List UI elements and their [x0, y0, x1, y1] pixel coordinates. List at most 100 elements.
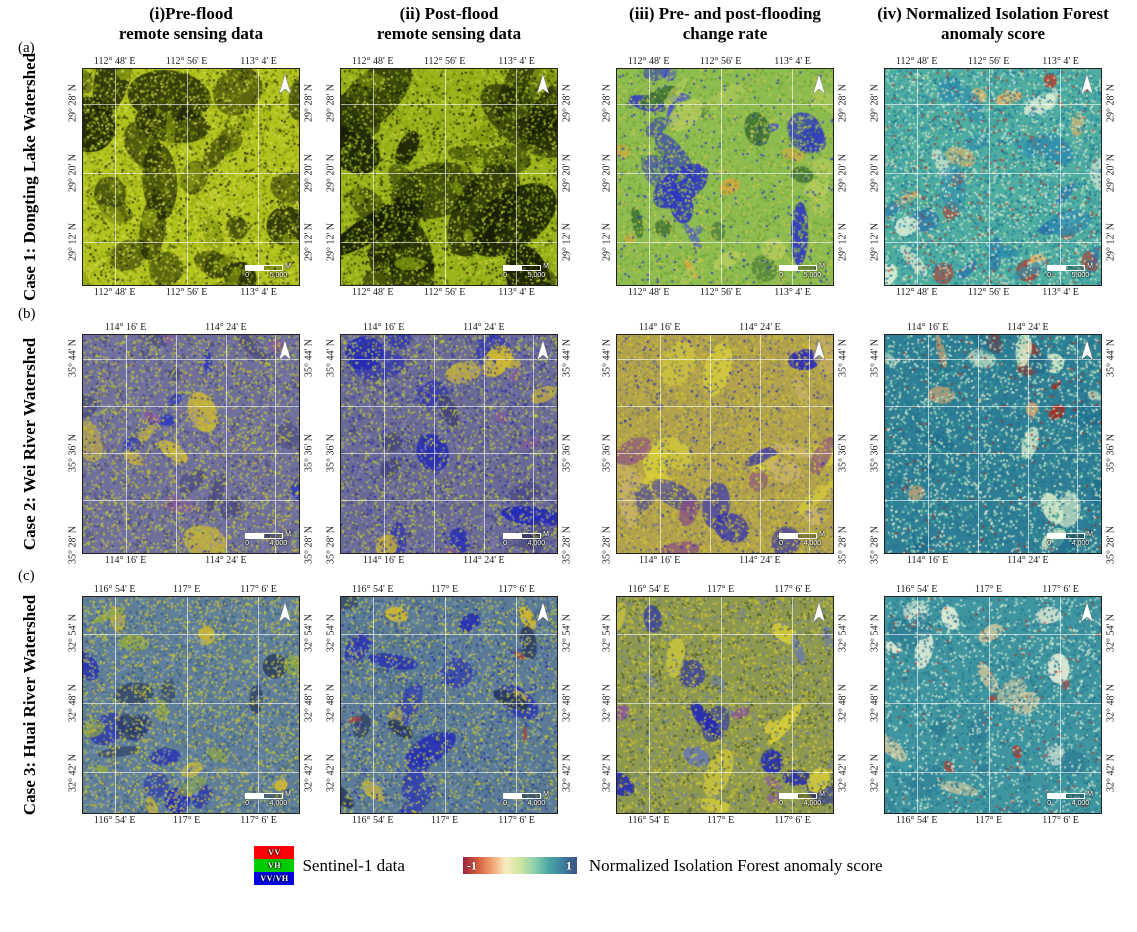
- figure: (i)Pre-flood remote sensing data (ii) Po…: [0, 4, 1137, 886]
- longitude-axis: 116° 54' E 117° E 117° 6' E: [884, 814, 1102, 830]
- panel-middle: 32° 54' N 32° 48' N 32° 42' N M 0 4,000 32° 54…: [64, 596, 318, 815]
- latitude-label: 32° 42' N: [561, 753, 573, 792]
- graticule-line: [791, 597, 793, 814]
- scale-bar-values: 0 5,000: [1047, 272, 1089, 280]
- graticule-line: [257, 69, 259, 286]
- graticule-line: [988, 69, 990, 286]
- longitude-label: 112° 48' E: [93, 56, 136, 68]
- scale-bar-start: 0: [503, 539, 508, 547]
- scale-bar: M 0 4,000: [503, 791, 549, 808]
- longitude-label: 114° 24' E: [205, 322, 247, 334]
- column-header-pre-flood: (i)Pre-flood remote sensing data: [64, 4, 318, 44]
- sentinel-caption: Sentinel-1 data: [302, 855, 405, 875]
- scale-bar-end: 5,000: [527, 271, 546, 279]
- latitude-label: 32° 48' N: [1105, 683, 1117, 722]
- latitude-label: 32° 42' N: [601, 753, 613, 792]
- map-image: [617, 69, 833, 286]
- scale-bar-unit: M: [819, 791, 825, 799]
- panel-middle: 35° 44' N 35° 36' N 35° 28' N M 0 4,000 35° 44…: [322, 334, 576, 564]
- scale-bar-end: 4,000: [1071, 799, 1090, 807]
- latitude-label: 32° 42' N: [869, 753, 881, 792]
- latitude-label: 35° 28' N: [67, 526, 79, 565]
- north-arrow-icon: [812, 339, 826, 367]
- map-panel: 112° 48' E 112° 56' E 113° 4' E 29° 28' N 29…: [598, 52, 852, 302]
- latitude-label: 32° 54' N: [67, 614, 79, 653]
- map-frame: M 0 4,000: [340, 596, 558, 815]
- longitude-label: 112° 56' E: [699, 287, 742, 299]
- map-panel: 114° 16' E 114° 24' E 35° 44' N 35° 36' N 35…: [866, 318, 1120, 570]
- latitude-label: 29° 12' N: [1105, 223, 1117, 262]
- legend: VV VH VV/VH Sentinel-1 data -1 1 Normali…: [0, 846, 1137, 886]
- graticule-line: [341, 359, 557, 361]
- longitude-label: 117° E: [431, 584, 459, 596]
- latitude-axis: 35° 44' N 35° 36' N 35° 28' N: [834, 334, 852, 564]
- scale-bar-start: 0: [1047, 799, 1052, 807]
- longitude-axis: 114° 16' E 114° 24' E: [616, 554, 834, 570]
- longitude-label: 117° E: [975, 815, 1003, 827]
- latitude-label: 29° 20' N: [869, 153, 881, 192]
- case-row: (a) Case 1: Dongting Lake Watershed 112°…: [0, 40, 1137, 302]
- longitude-label: 117° 6' E: [240, 815, 277, 827]
- scale-bar-values: 0 4,000: [503, 800, 545, 808]
- graticule-line: [1059, 69, 1061, 286]
- graticule-line: [341, 405, 557, 407]
- scale-bar-start: 0: [779, 271, 784, 279]
- colorbar-legend: -1 1 Normalized Isolation Forest anomaly…: [462, 855, 883, 876]
- scale-bar-segments: [779, 532, 818, 539]
- graticule-line: [83, 633, 299, 635]
- scale-bar: M 0 4,000: [779, 791, 825, 808]
- longitude-axis: 114° 16' E 114° 24' E: [616, 318, 834, 334]
- graticule-line: [885, 499, 1101, 501]
- longitude-label: 114° 24' E: [205, 555, 247, 567]
- longitude-label: 114° 24' E: [463, 555, 505, 567]
- longitude-label: 116° 54' E: [351, 815, 394, 827]
- scale-bar-values: 0 4,000: [503, 540, 545, 548]
- longitude-label: 114° 24' E: [739, 322, 781, 334]
- scale-bar-unit: M: [1087, 531, 1093, 539]
- latitude-axis: 35° 44' N 35° 36' N 35° 28' N: [322, 334, 340, 564]
- case-row: (b) Case 2: Wei River Watershed 114° 16'…: [0, 306, 1137, 570]
- sentinel-band-vvvh: VV/VH: [254, 872, 295, 886]
- scale-bar-start: 0: [245, 271, 250, 279]
- latitude-axis: 32° 54' N 32° 48' N 32° 42' N: [866, 596, 884, 814]
- graticule-line: [115, 597, 117, 814]
- scale-bar-rule: M: [245, 531, 291, 539]
- longitude-label: 117° E: [173, 815, 201, 827]
- map-image: [341, 597, 557, 814]
- longitude-axis: 116° 54' E 117° E 117° 6' E: [82, 580, 300, 596]
- map-panel: 112° 48' E 112° 56' E 113° 4' E 29° 28' N 29…: [322, 52, 576, 302]
- latitude-label: 35° 36' N: [837, 433, 849, 472]
- scale-bar-segments: [1047, 532, 1086, 539]
- panel-middle: 29° 28' N 29° 20' N 29° 12' N M 0 5,000 29° 28…: [322, 68, 576, 287]
- colorbar-caption: Normalized Isolation Forest anomaly scor…: [588, 855, 883, 875]
- scale-bar-unit: M: [285, 263, 291, 271]
- longitude-label: 117° 6' E: [1042, 584, 1079, 596]
- longitude-label: 112° 48' E: [351, 56, 394, 68]
- latitude-axis: 35° 44' N 35° 36' N 35° 28' N: [64, 334, 82, 564]
- latitude-label: 32° 54' N: [869, 614, 881, 653]
- scale-bar-values: 0 5,000: [779, 272, 821, 280]
- latitude-label: 29° 28' N: [325, 83, 337, 122]
- longitude-label: 113° 4' E: [498, 287, 535, 299]
- longitude-label: 117° 6' E: [1042, 815, 1079, 827]
- latitude-label: 29° 28' N: [869, 83, 881, 122]
- scale-bar-end: 4,000: [527, 539, 546, 547]
- scale-bar-end: 4,000: [803, 539, 822, 547]
- graticule-line: [115, 69, 117, 286]
- graticule-line: [83, 103, 299, 105]
- scale-bar-unit: M: [819, 263, 825, 271]
- map-image: [885, 597, 1101, 814]
- graticule-line: [709, 335, 711, 554]
- graticule-line: [444, 69, 446, 286]
- latitude-label: 35° 36' N: [325, 433, 337, 472]
- longitude-label: 112° 56' E: [967, 287, 1010, 299]
- longitude-label: 113° 4' E: [1042, 56, 1079, 68]
- latitude-label: 29° 20' N: [1105, 153, 1117, 192]
- header-line: anomaly score: [940, 24, 1046, 44]
- map-frame: M 0 4,000: [82, 596, 300, 815]
- longitude-axis: 112° 48' E 112° 56' E 113° 4' E: [340, 52, 558, 68]
- longitude-label: 112° 56' E: [967, 56, 1010, 68]
- latitude-label: 32° 42' N: [837, 753, 849, 792]
- graticule-line: [433, 335, 435, 554]
- graticule-line: [1059, 597, 1061, 814]
